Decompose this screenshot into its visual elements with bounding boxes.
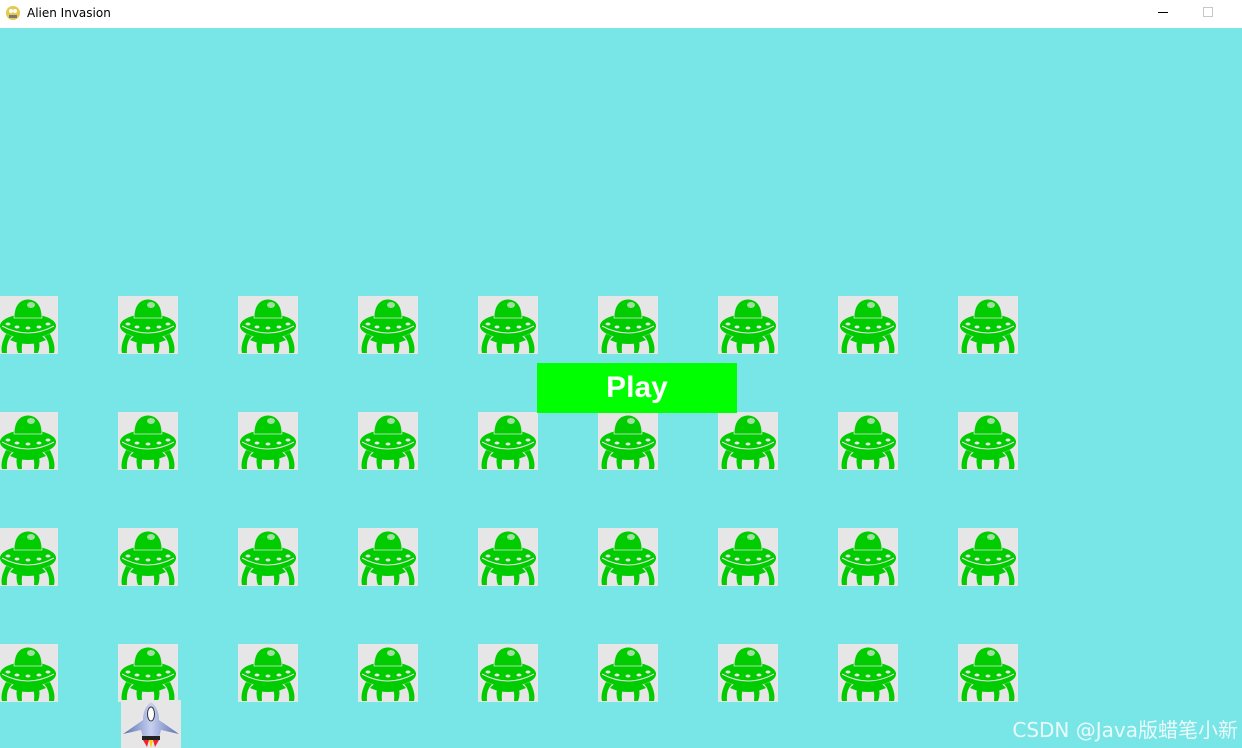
alien — [118, 412, 178, 470]
alien — [598, 412, 658, 470]
alien — [0, 528, 58, 586]
alien — [478, 412, 538, 470]
alien — [358, 296, 418, 354]
alien — [718, 412, 778, 470]
title-bar: Alien Invasion — [0, 0, 1242, 28]
alien — [958, 644, 1018, 702]
maximize-button[interactable] — [1186, 0, 1232, 28]
alien — [598, 296, 658, 354]
alien — [598, 644, 658, 702]
alien — [0, 644, 58, 702]
player-ship — [121, 700, 181, 748]
alien — [598, 528, 658, 586]
alien — [238, 412, 298, 470]
pygame-snake-icon — [6, 6, 20, 20]
alien — [958, 528, 1018, 586]
alien — [238, 528, 298, 586]
alien — [838, 644, 898, 702]
alien — [478, 528, 538, 586]
alien — [118, 296, 178, 354]
alien — [238, 644, 298, 702]
alien — [958, 296, 1018, 354]
game-canvas: Play CSDN @Java版蜡笔小新 — [0, 28, 1242, 748]
alien — [118, 644, 178, 702]
window-title: Alien Invasion — [27, 6, 111, 20]
alien — [958, 412, 1018, 470]
alien — [358, 528, 418, 586]
alien — [838, 296, 898, 354]
alien — [0, 412, 58, 470]
watermark: CSDN @Java版蜡笔小新 — [1012, 718, 1238, 742]
alien — [238, 296, 298, 354]
alien — [478, 644, 538, 702]
alien — [838, 412, 898, 470]
alien — [838, 528, 898, 586]
play-button[interactable]: Play — [537, 363, 737, 413]
alien — [0, 296, 58, 354]
alien — [478, 296, 538, 354]
alien — [718, 528, 778, 586]
minimize-button[interactable] — [1140, 0, 1186, 28]
alien — [358, 412, 418, 470]
alien — [358, 644, 418, 702]
alien — [718, 296, 778, 354]
alien — [118, 528, 178, 586]
alien — [718, 644, 778, 702]
